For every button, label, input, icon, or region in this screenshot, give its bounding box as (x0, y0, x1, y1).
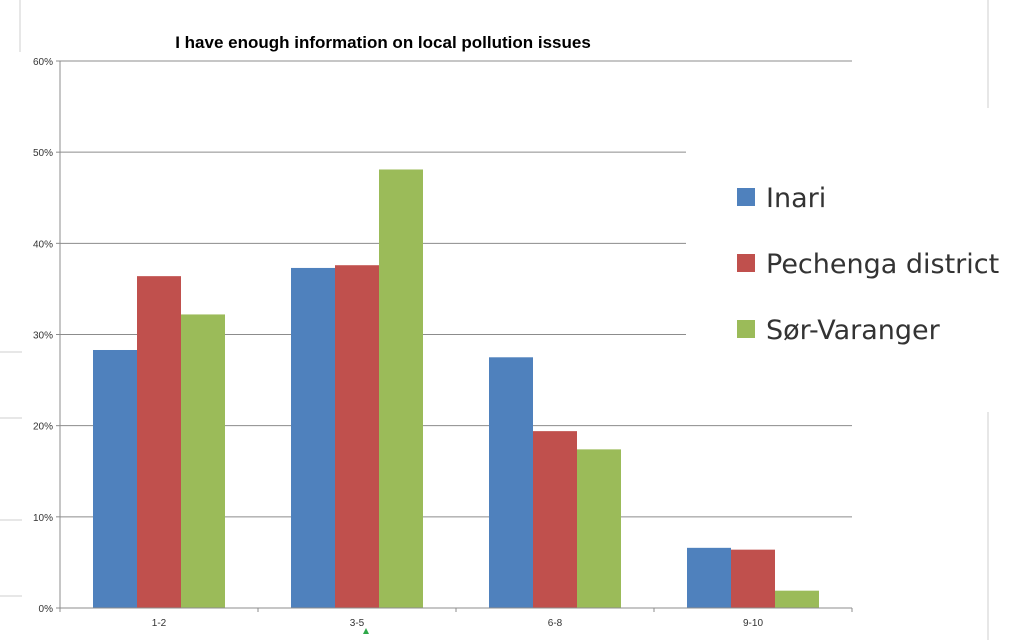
x-tick-label: 9-10 (743, 618, 763, 629)
bars (93, 169, 819, 608)
legend-swatch (737, 320, 755, 338)
legend: Inari Pechenga district Sør-Varanger (686, 150, 1019, 410)
y-tick-label: 60% (33, 57, 53, 68)
bar-s-r-varanger-6-8 (577, 449, 621, 608)
bar-s-r-varanger-1-2 (181, 314, 225, 608)
legend-label: Inari (766, 183, 826, 214)
x-axis-tick-labels: 1-2 3-5 6-8 9-10 (152, 618, 764, 629)
y-tick-label: 30% (33, 331, 53, 342)
cursor-marker-icon (363, 628, 369, 634)
x-tick-label: 3-5 (350, 618, 365, 629)
y-tick-label: 40% (33, 239, 53, 250)
legend-box (686, 150, 1019, 410)
bar-pechenga-district-1-2 (137, 276, 181, 608)
axes (59, 61, 853, 612)
bar-pechenga-district-9-10 (731, 549, 775, 608)
bar-pechenga-district-6-8 (533, 431, 577, 608)
legend-label: Sør-Varanger (766, 315, 941, 346)
bar-inari-1-2 (93, 349, 137, 608)
y-tick-label: 10% (33, 513, 53, 524)
bar-inari-6-8 (489, 357, 533, 608)
bar-inari-3-5 (291, 267, 335, 608)
y-tick-label: 50% (33, 148, 53, 159)
legend-swatch (737, 188, 755, 206)
bar-pechenga-district-3-5 (335, 265, 379, 608)
bar-inari-9-10 (687, 547, 731, 608)
y-tick-label: 0% (39, 604, 54, 615)
legend-swatch (737, 254, 755, 272)
y-axis-tick-labels: 0% 10% 20% 30% 40% 50% 60% (33, 57, 53, 615)
bar-s-r-varanger-3-5 (379, 169, 423, 608)
x-tick-label: 6-8 (548, 618, 563, 629)
background-fragments (0, 0, 989, 640)
bar-s-r-varanger-9-10 (775, 590, 819, 608)
chart-title: I have enough information on local pollu… (175, 33, 591, 52)
x-tick-label: 1-2 (152, 618, 167, 629)
legend-label: Pechenga district (766, 249, 999, 280)
y-tick-label: 20% (33, 422, 53, 433)
